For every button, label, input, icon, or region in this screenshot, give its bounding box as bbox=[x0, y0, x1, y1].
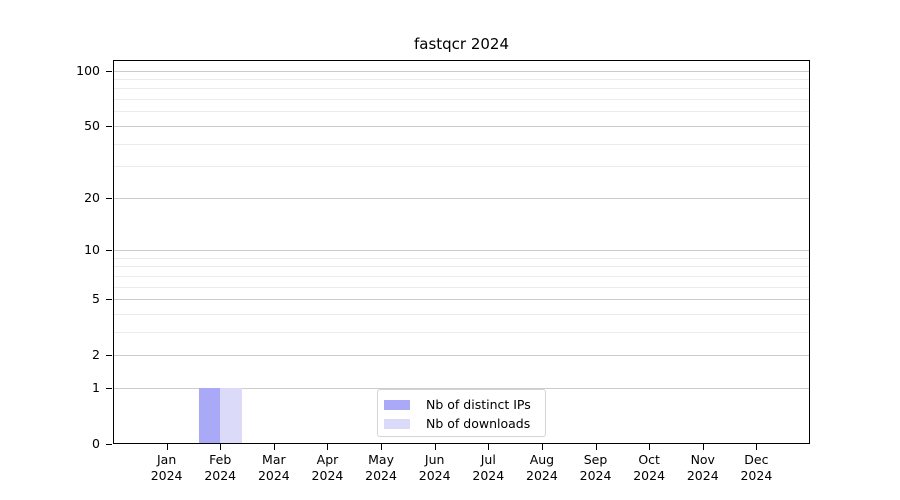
gridline-minor-4 bbox=[114, 313, 809, 315]
y-tick-label-20: 20 bbox=[84, 189, 100, 205]
y-tick-1 bbox=[106, 388, 112, 389]
x-tick-label-oct: Oct 2024 bbox=[633, 452, 666, 483]
x-tick-may bbox=[381, 444, 382, 450]
y-tick-label-2: 2 bbox=[92, 347, 100, 363]
gridline-major-10 bbox=[114, 249, 809, 251]
x-tick-label-apr: Apr 2024 bbox=[311, 452, 344, 483]
gridline-minor-8 bbox=[114, 266, 809, 268]
gridline-minor-70 bbox=[114, 99, 809, 101]
x-tick-label-jan: Jan 2024 bbox=[150, 452, 183, 483]
x-tick-label-dec: Dec 2024 bbox=[740, 452, 773, 483]
x-tick-nov bbox=[703, 444, 704, 450]
gridline-minor-80 bbox=[114, 88, 809, 90]
y-tick-label-100: 100 bbox=[76, 62, 100, 78]
y-tick-100 bbox=[106, 71, 112, 72]
x-tick-aug bbox=[542, 444, 543, 450]
y-tick-0 bbox=[106, 444, 112, 445]
x-tick-jan bbox=[167, 444, 168, 450]
x-tick-mar bbox=[274, 444, 275, 450]
gridline-minor-60 bbox=[114, 111, 809, 113]
x-tick-jun bbox=[435, 444, 436, 450]
gridline-minor-30 bbox=[114, 166, 809, 168]
legend-label-downloads: Nb of downloads bbox=[426, 416, 531, 431]
gridline-major-5 bbox=[114, 299, 809, 301]
bar-distinct-ips-feb bbox=[198, 387, 221, 443]
legend: Nb of distinct IPs Nb of downloads bbox=[377, 389, 546, 437]
x-tick-label-jun: Jun 2024 bbox=[418, 452, 451, 483]
chart-title: fastqcr 2024 bbox=[413, 35, 510, 53]
legend-entry-distinct-ips: Nb of distinct IPs bbox=[384, 395, 539, 414]
legend-swatch-distinct-ips bbox=[384, 399, 410, 410]
x-tick-label-nov: Nov 2024 bbox=[686, 452, 719, 483]
y-tick-label-0: 0 bbox=[92, 436, 100, 451]
y-tick-10 bbox=[106, 250, 112, 251]
x-tick-feb bbox=[220, 444, 221, 450]
x-tick-label-jul: Jul 2024 bbox=[472, 452, 505, 483]
y-tick-2 bbox=[106, 355, 112, 356]
bar-downloads-feb bbox=[220, 387, 242, 443]
gridline-major-100 bbox=[114, 70, 809, 72]
y-tick-5 bbox=[106, 299, 112, 300]
x-tick-jul bbox=[488, 444, 489, 450]
x-tick-apr bbox=[327, 444, 328, 450]
x-tick-label-sep: Sep 2024 bbox=[579, 452, 612, 483]
x-tick-label-mar: Mar 2024 bbox=[257, 452, 290, 483]
gridline-minor-3 bbox=[114, 331, 809, 333]
gridline-major-50 bbox=[114, 125, 809, 127]
x-tick-label-feb: Feb 2024 bbox=[204, 452, 237, 483]
y-tick-label-5: 5 bbox=[92, 291, 100, 307]
legend-entry-downloads: Nb of downloads bbox=[384, 414, 539, 433]
y-tick-label-10: 10 bbox=[84, 241, 100, 257]
gridline-major-20 bbox=[114, 197, 809, 199]
gridline-minor-90 bbox=[114, 79, 809, 81]
gridline-minor-6 bbox=[114, 286, 809, 288]
x-tick-dec bbox=[756, 444, 757, 450]
y-tick-20 bbox=[106, 198, 112, 199]
gridline-major-2 bbox=[114, 355, 809, 357]
x-tick-sep bbox=[596, 444, 597, 450]
legend-label-distinct-ips: Nb of distinct IPs bbox=[426, 397, 531, 412]
gridline-minor-40 bbox=[114, 143, 809, 145]
gridline-minor-9 bbox=[114, 257, 809, 259]
x-tick-oct bbox=[649, 444, 650, 450]
y-tick-label-50: 50 bbox=[84, 117, 100, 133]
y-tick-50 bbox=[106, 126, 112, 127]
y-tick-label-1: 1 bbox=[92, 379, 100, 395]
gridline-major-1 bbox=[114, 387, 809, 389]
gridline-minor-7 bbox=[114, 275, 809, 277]
plot-area: Nb of distinct IPs Nb of downloads bbox=[113, 60, 810, 444]
x-tick-label-may: May 2024 bbox=[365, 452, 397, 483]
x-tick-label-aug: Aug 2024 bbox=[526, 452, 558, 483]
legend-swatch-downloads bbox=[384, 418, 410, 429]
